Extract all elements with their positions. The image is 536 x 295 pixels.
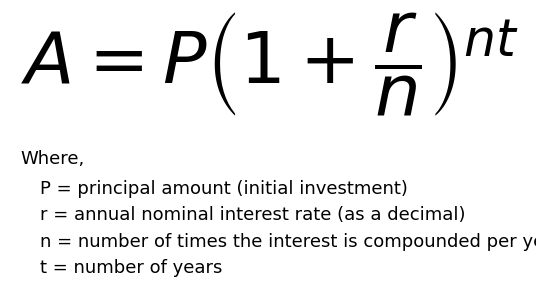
Text: r = annual nominal interest rate (as a decimal): r = annual nominal interest rate (as a d… [40, 206, 465, 224]
Text: Where,: Where, [20, 150, 85, 168]
Text: t = number of years: t = number of years [40, 260, 222, 278]
Text: $A = P\left(1 + \dfrac{r}{n}\right)^{nt}$: $A = P\left(1 + \dfrac{r}{n}\right)^{nt}… [20, 11, 519, 118]
Text: P = principal amount (initial investment): P = principal amount (initial investment… [40, 180, 408, 198]
Text: n = number of times the interest is compounded per year: n = number of times the interest is comp… [40, 233, 536, 251]
